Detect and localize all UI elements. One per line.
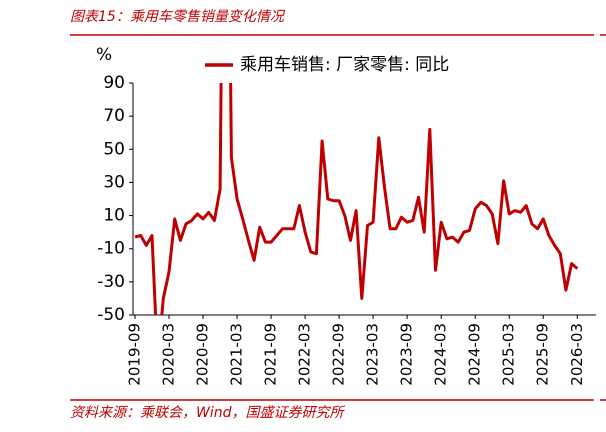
y-tick-label: -10 xyxy=(97,239,125,259)
x-tick-label: 2024-03 xyxy=(432,323,450,386)
x-tick-label: 2025-03 xyxy=(500,323,518,386)
x-tick-label: 2022-03 xyxy=(296,323,314,386)
plot-area xyxy=(134,83,579,315)
legend-label: 乘用车销售: 厂家零售: 同比 xyxy=(240,55,449,75)
y-axis-label: % xyxy=(96,45,112,65)
x-tick-label: 2021-09 xyxy=(262,323,280,386)
x-tick-label: 2019-09 xyxy=(126,323,144,386)
chart-title: 图表15：乘用车零售销量变化情况 xyxy=(70,9,286,25)
source-note: 资料来源：乘联会，Wind，国盛证券研究所 xyxy=(70,405,345,421)
y-tick-label: 90 xyxy=(103,73,125,93)
y-tick-label: 30 xyxy=(103,172,125,192)
data-line xyxy=(134,83,579,315)
x-tick-label: 2020-09 xyxy=(194,323,212,386)
y-tick-label: -50 xyxy=(97,305,125,325)
x-tick-label: 2026-03 xyxy=(568,323,586,386)
x-tick-label: 2022-09 xyxy=(330,323,348,386)
y-tick-label: 50 xyxy=(103,139,125,159)
y-tick-label: -30 xyxy=(97,272,125,292)
y-tick-label: 10 xyxy=(103,206,125,226)
x-tick-label: 2020-03 xyxy=(160,323,178,386)
x-tick-label: 2023-09 xyxy=(398,323,416,386)
x-tick-label: 2025-09 xyxy=(534,323,552,386)
x-tick-label: 2021-03 xyxy=(228,323,246,386)
x-tick-label: 2024-09 xyxy=(466,323,484,386)
x-tick-label: 2023-03 xyxy=(364,323,382,386)
y-tick-label: 70 xyxy=(103,106,125,126)
